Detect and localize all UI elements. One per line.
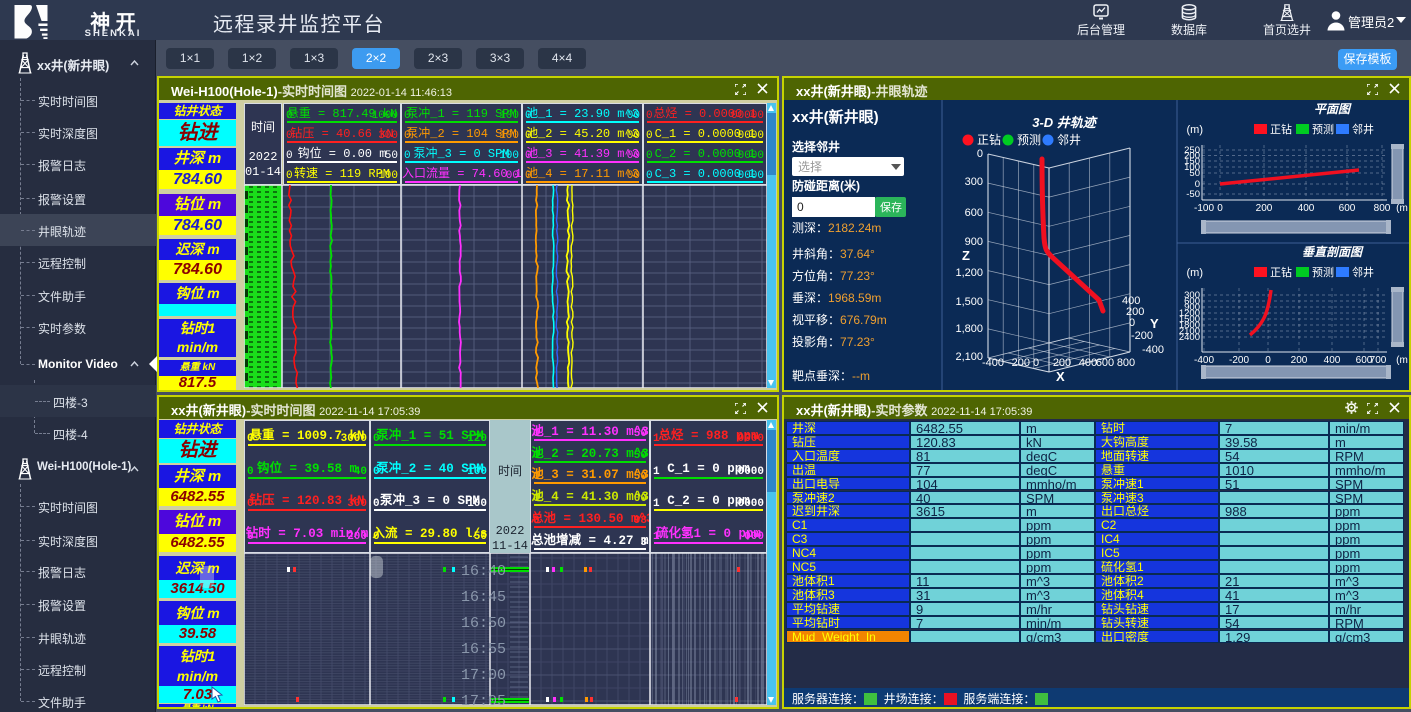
svg-text:-400: -400 xyxy=(1194,355,1214,366)
svg-text:0: 0 xyxy=(1033,357,1039,369)
svg-text:600: 600 xyxy=(1184,296,1200,307)
svg-text:2100: 2100 xyxy=(1179,326,1200,337)
svg-text:50: 50 xyxy=(1189,168,1200,179)
svg-text:选择邻井: 选择邻井 xyxy=(792,139,840,154)
svg-text:预测: 预测 xyxy=(1312,123,1334,136)
svg-text:预测: 预测 xyxy=(1312,266,1334,279)
svg-text:400: 400 xyxy=(1122,295,1140,307)
svg-text:正钻: 正钻 xyxy=(1270,265,1292,279)
svg-text:测深：2182.24m: 测深：2182.24m xyxy=(792,221,881,235)
svg-text:保存: 保存 xyxy=(880,200,902,214)
svg-text:1,800: 1,800 xyxy=(955,323,983,335)
svg-text:400: 400 xyxy=(1079,357,1097,369)
svg-text:300: 300 xyxy=(965,176,983,188)
svg-text:Z: Z xyxy=(962,248,970,263)
svg-text:投影角：77.23°: 投影角：77.23° xyxy=(792,334,875,349)
svg-text:0: 0 xyxy=(977,148,983,160)
svg-text:300: 300 xyxy=(1184,290,1200,301)
svg-text:200: 200 xyxy=(1053,357,1071,369)
svg-text:-200: -200 xyxy=(1131,330,1153,342)
svg-text:600: 600 xyxy=(1096,357,1114,369)
svg-text:0: 0 xyxy=(1265,355,1271,366)
svg-text:-400: -400 xyxy=(982,357,1004,369)
svg-text:邻井: 邻井 xyxy=(1352,265,1374,279)
svg-text:200: 200 xyxy=(1256,203,1273,214)
svg-text:-200: -200 xyxy=(1229,355,1249,366)
svg-text:(m): (m) xyxy=(1187,124,1204,136)
svg-text:2400: 2400 xyxy=(1179,332,1200,343)
svg-text:1800: 1800 xyxy=(1179,320,1200,331)
svg-text:200: 200 xyxy=(1184,151,1200,162)
svg-text:400: 400 xyxy=(1298,203,1315,214)
svg-text:200: 200 xyxy=(1126,306,1144,318)
svg-text:1,200: 1,200 xyxy=(955,267,983,279)
svg-text:250: 250 xyxy=(1184,145,1200,156)
svg-text:-50: -50 xyxy=(1186,189,1200,200)
svg-text:600: 600 xyxy=(1339,203,1356,214)
svg-text:正钻: 正钻 xyxy=(977,132,1001,147)
svg-text:800: 800 xyxy=(1117,357,1135,369)
svg-text:600: 600 xyxy=(965,207,983,219)
svg-text:方位角：77.23°: 方位角：77.23° xyxy=(792,268,875,283)
svg-text:800: 800 xyxy=(1374,203,1391,214)
svg-text:900: 900 xyxy=(1184,302,1200,313)
svg-text:400: 400 xyxy=(1324,355,1341,366)
svg-text:0: 0 xyxy=(797,200,804,214)
svg-text:1200: 1200 xyxy=(1179,308,1200,319)
svg-text:视平移：676.79m: 视平移：676.79m xyxy=(792,312,887,327)
svg-text:100: 100 xyxy=(1184,162,1200,173)
svg-text:邻井: 邻井 xyxy=(1057,133,1081,147)
svg-text:200: 200 xyxy=(1291,355,1308,366)
svg-text:900: 900 xyxy=(965,236,983,248)
svg-text:150: 150 xyxy=(1184,156,1200,167)
svg-text:3-D 井轨迹: 3-D 井轨迹 xyxy=(1032,115,1098,130)
svg-text:0: 0 xyxy=(1217,203,1223,214)
svg-text:垂直剖面图: 垂直剖面图 xyxy=(1302,245,1364,259)
svg-text:-200: -200 xyxy=(1008,357,1030,369)
svg-text:垂深：1968.59m: 垂深：1968.59m xyxy=(792,291,881,305)
svg-text:600: 600 xyxy=(1356,355,1373,366)
svg-text:选择: 选择 xyxy=(798,160,822,174)
svg-text:正钻: 正钻 xyxy=(1270,122,1292,136)
svg-text:2,100: 2,100 xyxy=(955,351,983,363)
svg-text:Y: Y xyxy=(1150,316,1159,331)
svg-text:X: X xyxy=(1056,369,1065,384)
svg-text:(m: (m xyxy=(1396,203,1408,214)
svg-text:(m: (m xyxy=(1396,355,1408,366)
svg-text:700: 700 xyxy=(1370,355,1387,366)
svg-text:井斜角：37.64°: 井斜角：37.64° xyxy=(792,247,875,261)
svg-text:1500: 1500 xyxy=(1179,314,1200,325)
svg-text:预测: 预测 xyxy=(1017,133,1041,147)
svg-text:0: 0 xyxy=(1195,179,1200,190)
svg-text:靶点垂深：--m: 靶点垂深：--m xyxy=(792,369,870,383)
svg-text:0: 0 xyxy=(1129,317,1135,329)
svg-text:平面图: 平面图 xyxy=(1314,102,1352,116)
svg-text:(m): (m) xyxy=(1187,267,1204,279)
svg-text:-100: -100 xyxy=(1194,203,1214,214)
svg-text:-400: -400 xyxy=(1142,344,1164,356)
svg-text:邻井: 邻井 xyxy=(1352,122,1374,136)
svg-text:1,500: 1,500 xyxy=(955,296,983,308)
svg-text:防碰距离(米): 防碰距离(米) xyxy=(792,178,860,193)
svg-text:xx井(新井眼): xx井(新井眼) xyxy=(792,108,879,126)
